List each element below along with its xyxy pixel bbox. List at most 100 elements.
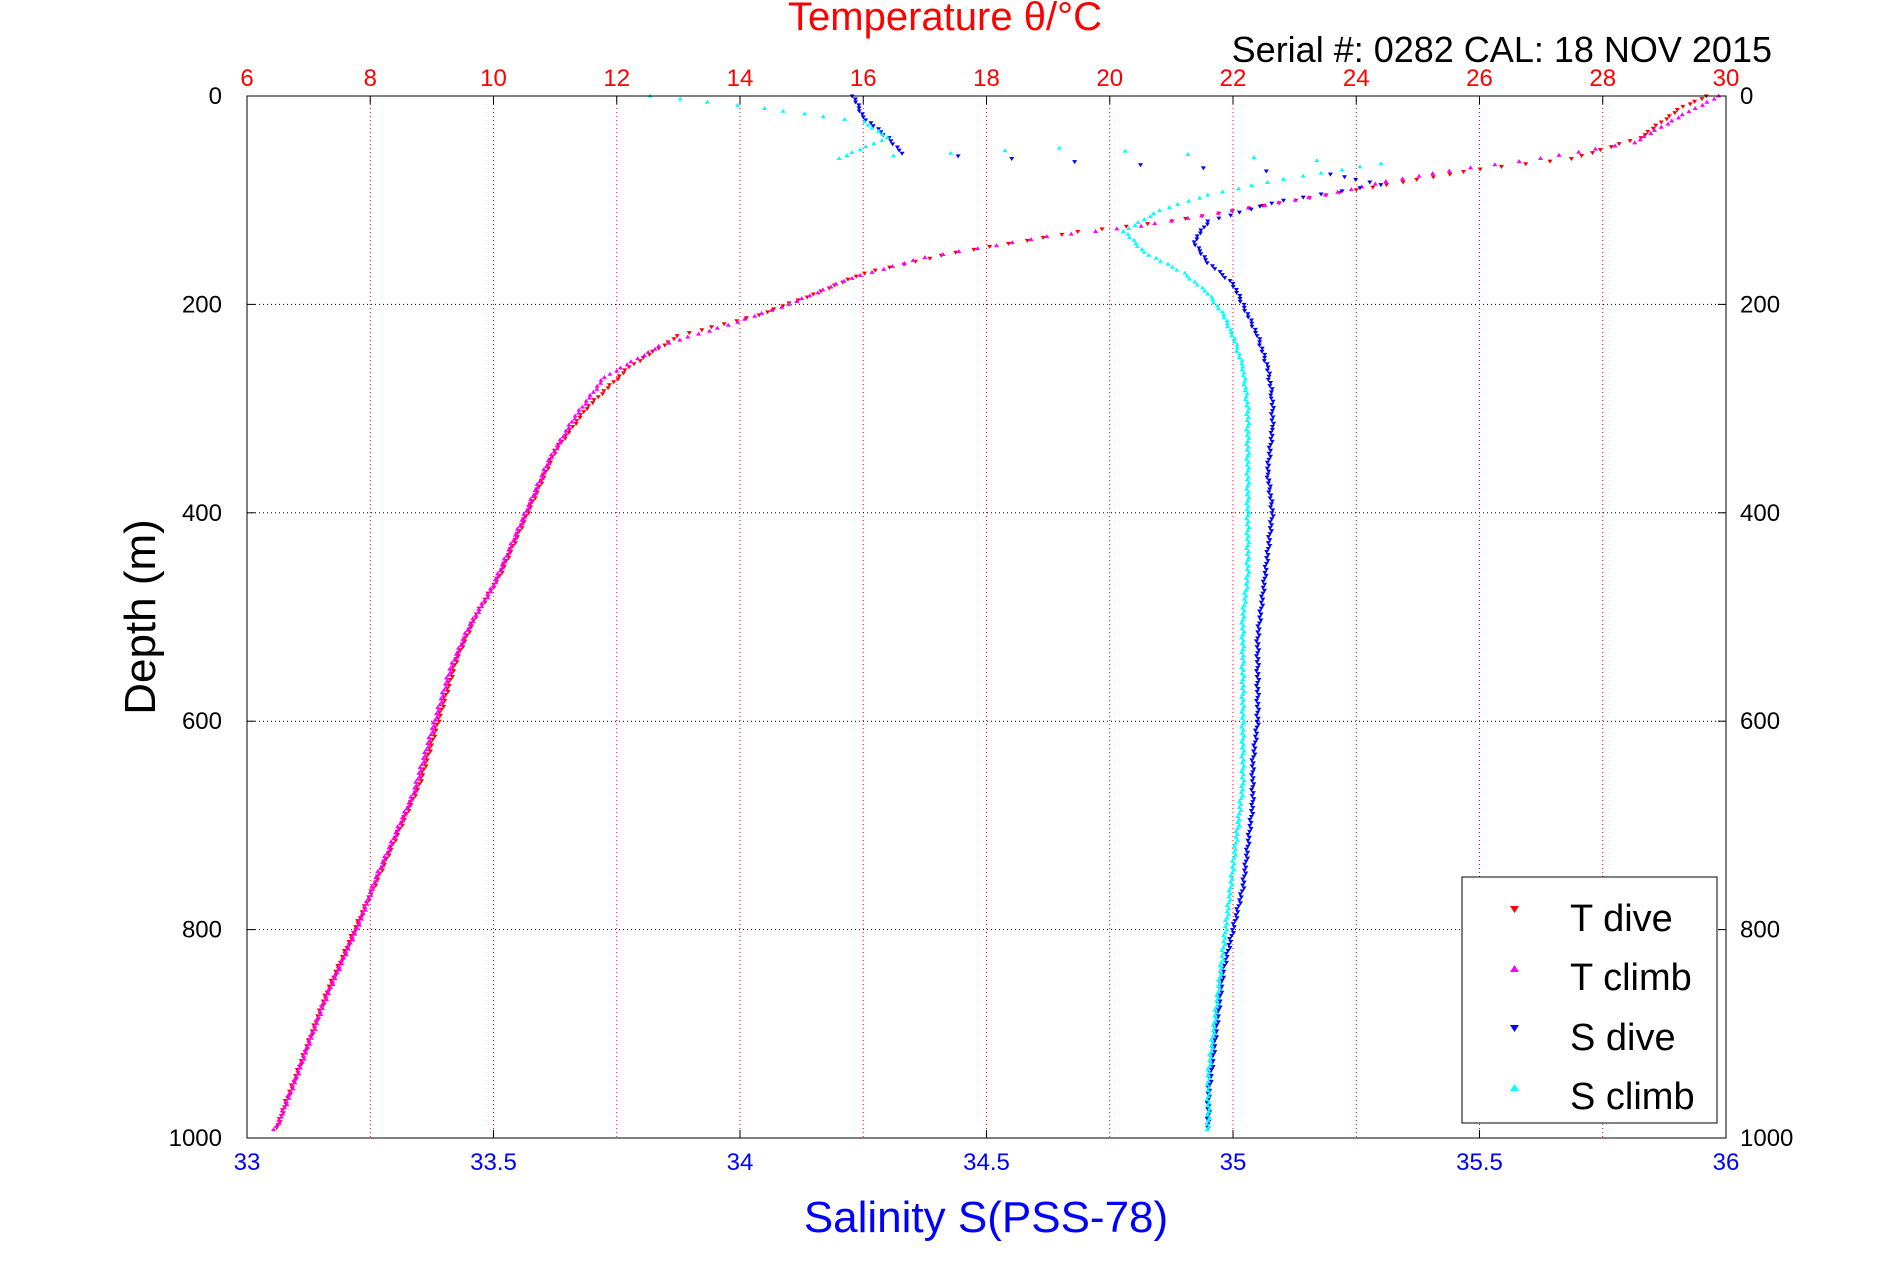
data-point [1245, 832, 1251, 837]
data-point [1246, 435, 1252, 440]
data-point [493, 577, 499, 582]
data-point [334, 970, 340, 975]
data-point [1249, 779, 1255, 784]
data-point [1226, 900, 1232, 905]
data-point [1006, 241, 1012, 246]
data-point [1209, 1068, 1215, 1073]
data-point [1239, 724, 1245, 729]
data-point [861, 119, 867, 124]
data-point [955, 154, 961, 159]
data-point [581, 410, 587, 415]
data-point [296, 1071, 302, 1076]
data-point [448, 669, 454, 674]
data-point [591, 398, 597, 403]
data-point [360, 910, 366, 915]
data-point [1265, 547, 1271, 552]
data-point [399, 815, 405, 820]
data-point [1244, 418, 1250, 423]
data-point [1266, 445, 1272, 450]
data-point [1206, 1070, 1212, 1075]
data-point [1208, 1073, 1214, 1078]
data-point [1251, 743, 1257, 748]
data-point [1240, 727, 1246, 732]
data-point [1243, 397, 1249, 402]
data-point [1665, 121, 1671, 126]
data-point [1637, 137, 1643, 142]
data-point [1139, 246, 1145, 251]
data-point [662, 343, 668, 348]
data-point [1256, 692, 1262, 697]
data-point [1245, 409, 1251, 414]
data-point [1205, 1118, 1211, 1123]
data-point [1207, 1115, 1213, 1120]
data-point [1234, 907, 1240, 912]
data-point [412, 788, 418, 793]
data-point [1245, 838, 1251, 843]
data-point [1147, 214, 1153, 219]
data-point [1239, 694, 1245, 699]
data-point [1627, 139, 1633, 144]
data-point [1492, 162, 1498, 167]
data-point [1263, 567, 1269, 572]
data-point [1268, 390, 1274, 395]
data-point [308, 1032, 314, 1037]
salinity-tick-label: 33 [234, 1149, 261, 1176]
data-point [1246, 569, 1252, 574]
data-point [1217, 270, 1223, 275]
legend-label-t-climb: T climb [1570, 957, 1692, 999]
data-point [1249, 788, 1255, 793]
data-point [1239, 367, 1245, 372]
data-point [1235, 910, 1241, 915]
data-point [598, 377, 604, 382]
data-point [291, 1077, 297, 1082]
data-point [1383, 183, 1389, 188]
data-point [1261, 359, 1267, 364]
data-point [1468, 165, 1474, 170]
data-point [617, 365, 623, 370]
data-point [422, 752, 428, 757]
data-point [279, 1108, 285, 1113]
data-point [485, 595, 491, 600]
data-point [1255, 680, 1261, 685]
data-point [1217, 986, 1223, 991]
temperature-tick-label: 6 [240, 65, 253, 92]
data-point [1460, 170, 1466, 175]
data-point [460, 639, 466, 644]
temperature-tick-label: 30 [1713, 65, 1740, 92]
data-point [1236, 898, 1242, 903]
data-point [362, 904, 368, 909]
data-point [1265, 365, 1271, 370]
data-point [671, 337, 677, 342]
data-point [1268, 412, 1274, 417]
data-point [1244, 486, 1250, 491]
data-point [1653, 123, 1659, 128]
data-point [1266, 457, 1272, 462]
data-point [1248, 826, 1254, 831]
data-point [572, 413, 578, 418]
data-point [1240, 793, 1246, 798]
data-point [537, 479, 543, 484]
data-point [1239, 700, 1245, 705]
data-point [899, 151, 905, 156]
data-point [1251, 154, 1257, 159]
data-point [1223, 960, 1229, 965]
data-point [853, 100, 859, 105]
data-point [948, 150, 954, 155]
data-point [1229, 934, 1235, 939]
data-point [856, 103, 862, 108]
data-point [1342, 175, 1348, 180]
data-point [1245, 543, 1251, 548]
data-point [1253, 713, 1259, 718]
data-point [1212, 1019, 1218, 1024]
data-point [1267, 496, 1273, 501]
data-point [1246, 540, 1252, 545]
data-point [479, 604, 485, 609]
data-point [417, 773, 423, 778]
data-point [433, 728, 439, 733]
data-point [339, 961, 345, 966]
temperature-tick-label: 18 [973, 65, 1000, 92]
data-point [1556, 152, 1562, 157]
data-point [319, 1005, 325, 1010]
data-point [1238, 796, 1244, 801]
data-point [1230, 931, 1236, 936]
